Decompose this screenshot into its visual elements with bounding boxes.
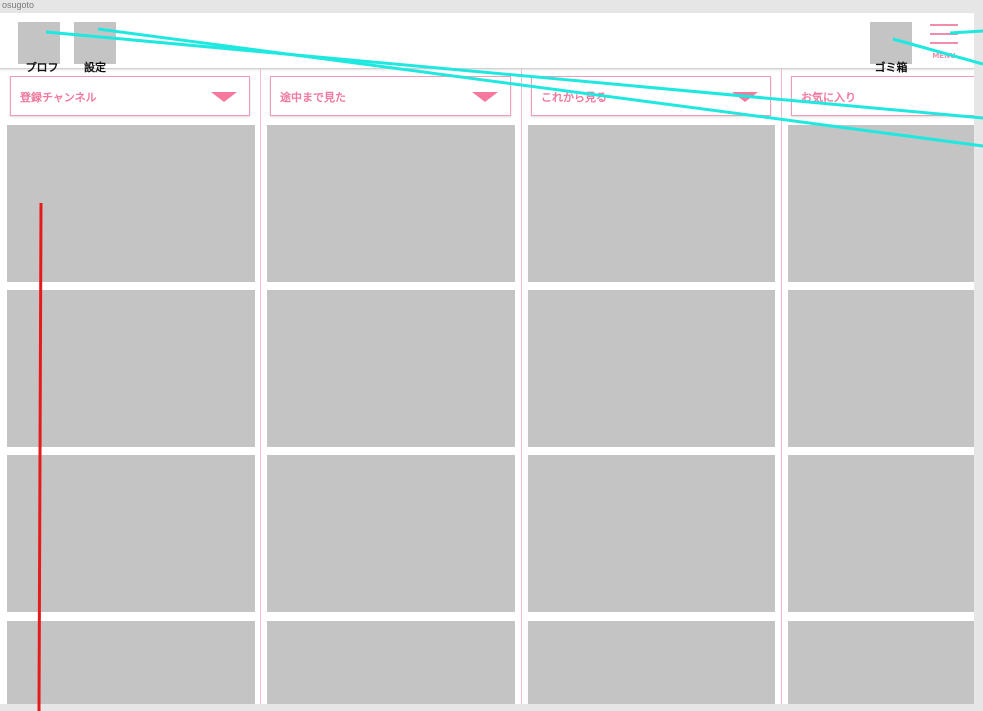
video-card[interactable] (528, 290, 775, 447)
video-card[interactable] (528, 125, 775, 282)
profile-icon[interactable]: プロフ アイコン (18, 22, 64, 89)
artboard-name-label: osugoto (2, 0, 35, 10)
video-card[interactable] (267, 621, 515, 704)
app-header: プロフ アイコン 設定 アイコン ゴミ箱 アイコン MENU (0, 13, 974, 89)
column-filter-dropdown[interactable]: お気に入り (791, 76, 974, 116)
column-divider (781, 69, 782, 704)
app-artboard: プロフ アイコン 設定 アイコン ゴミ箱 アイコン MENU 登録チャンネル (0, 13, 974, 704)
video-card[interactable] (528, 455, 775, 612)
dropdown-label: お気に入り (801, 91, 856, 104)
dropdown-label: 途中まで見た (280, 91, 346, 104)
dropdown-arrow-icon (732, 92, 758, 102)
video-card[interactable] (788, 290, 974, 447)
trash-icon[interactable]: ゴミ箱 アイコン (870, 22, 913, 89)
video-card[interactable] (788, 125, 974, 282)
column-favorites: お気に入り (782, 69, 974, 704)
menu-label: MENU (932, 52, 956, 60)
dropdown-arrow-icon (472, 92, 498, 102)
column-filter-dropdown[interactable]: 途中まで見た (270, 76, 511, 116)
video-card[interactable] (7, 290, 255, 447)
column-divider (521, 69, 522, 704)
hamburger-line-icon (930, 42, 958, 44)
column-divider (260, 69, 261, 704)
dropdown-label: 登録チャンネル (20, 91, 97, 104)
video-card[interactable] (7, 455, 255, 612)
column-filter-dropdown[interactable]: これから見る (531, 76, 771, 116)
dropdown-arrow-icon (211, 92, 237, 102)
hamburger-line-icon (930, 24, 958, 26)
hamburger-menu-button[interactable]: MENU (928, 22, 960, 60)
video-card[interactable] (7, 621, 255, 704)
settings-icon[interactable]: 設定 アイコン (74, 22, 117, 89)
video-card[interactable] (528, 621, 775, 704)
video-card[interactable] (267, 290, 515, 447)
video-card[interactable] (7, 125, 255, 282)
column-watched-halfway: 途中まで見た (261, 69, 521, 704)
hamburger-line-icon (930, 33, 958, 35)
column-subscribed-channels: 登録チャンネル (0, 69, 260, 704)
dropdown-label: これから見る (541, 91, 607, 104)
video-card[interactable] (267, 455, 515, 612)
column-filter-dropdown[interactable]: 登録チャンネル (10, 76, 250, 116)
column-board: 登録チャンネル 途中まで見た これから見る (0, 69, 974, 704)
video-card[interactable] (788, 455, 974, 612)
video-card[interactable] (788, 621, 974, 704)
video-card[interactable] (267, 125, 515, 282)
column-watch-later: これから見る (522, 69, 781, 704)
